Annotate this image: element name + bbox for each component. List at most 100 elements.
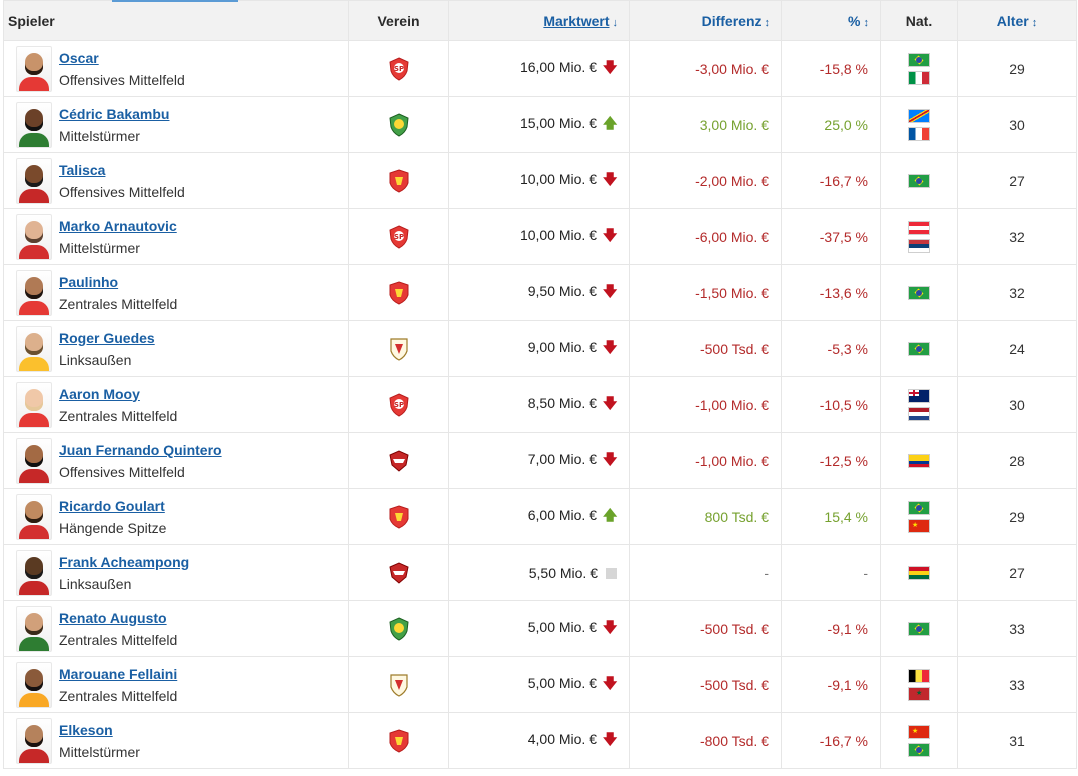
shandong-taishan-crest-icon[interactable] [388, 673, 410, 697]
flag-australia-icon [908, 388, 930, 403]
trend-down-icon: 🡇 [603, 618, 618, 635]
nationality-cell: ★ [880, 712, 958, 769]
age-value: 29 [1009, 508, 1025, 525]
guangzhou-fc-crest-icon[interactable] [388, 728, 410, 753]
nationality-cell [880, 320, 958, 377]
guangzhou-fc-crest-icon[interactable] [388, 168, 410, 193]
player-position: Linksaußen [59, 351, 132, 368]
player-name-link[interactable]: Juan Fernando Quintero [59, 441, 222, 458]
player-photo[interactable] [16, 605, 52, 652]
club-cell [348, 96, 449, 153]
age-cell: 32 [957, 208, 1077, 265]
player-photo[interactable] [16, 717, 52, 764]
age-value: 32 [1009, 228, 1025, 245]
sort-market-value-link[interactable]: Marktwert [543, 12, 610, 29]
market-value: 7,00 Mio. € [527, 450, 597, 467]
flag-brazil-icon [908, 173, 930, 188]
flag-brazil-icon [908, 621, 930, 636]
trend-up-icon: 🡅 [603, 506, 618, 523]
percent-value: - [863, 564, 868, 581]
player-name-link[interactable]: Marouane Fellaini [59, 665, 178, 682]
nationality-cell [880, 264, 958, 321]
player-photo[interactable] [16, 45, 52, 92]
nationality-cell [880, 600, 958, 657]
age-cell: 33 [957, 656, 1077, 713]
club-cell [348, 544, 449, 601]
flag-brazil-icon [908, 500, 930, 515]
beijing-guoan-crest-icon[interactable] [388, 112, 410, 137]
market-value-cell: 5,00 Mio. € 🡇 [448, 600, 630, 657]
market-value-cell: 15,00 Mio. € 🡅 [448, 96, 630, 153]
sort-percent-link[interactable]: % [848, 12, 861, 29]
svg-text:SP: SP [393, 65, 403, 73]
player-photo[interactable] [16, 157, 52, 204]
beijing-guoan-crest-icon[interactable] [388, 616, 410, 641]
shenzhen-fc-crest-icon[interactable] [388, 449, 410, 473]
table-header-row: Spieler Verein Marktwert ↓ Differenz ↕ % ↕ … [3, 0, 1077, 41]
guangzhou-fc-crest-icon[interactable] [388, 504, 410, 529]
shenzhen-fc-crest-icon[interactable] [388, 561, 410, 585]
market-value-cell: 6,00 Mio. € 🡅 [448, 488, 630, 545]
percent-cell: -10,5 % [781, 376, 881, 433]
player-photo[interactable] [16, 437, 52, 484]
player-name-link[interactable]: Paulinho [59, 273, 119, 290]
player-name-link[interactable]: Elkeson [59, 721, 113, 738]
player-name-link[interactable]: Roger Guedes [59, 329, 155, 346]
column-header-age[interactable]: Alter ↕ [957, 0, 1077, 41]
player-name-link[interactable]: Marko Arnautovic [59, 217, 177, 234]
age-value: 30 [1009, 116, 1025, 133]
shanghai-port-crest-icon[interactable]: SP [388, 392, 410, 417]
percent-value: -16,7 % [819, 172, 868, 189]
player-name-link[interactable]: Ricardo Goulart [59, 497, 165, 514]
player-name-link[interactable]: Aaron Mooy [59, 385, 140, 402]
age-value: 29 [1009, 60, 1025, 77]
market-value: 8,50 Mio. € [527, 394, 597, 411]
player-photo[interactable] [16, 661, 52, 708]
flag-brazil-icon [908, 285, 930, 300]
market-value-cell: 9,50 Mio. € 🡇 [448, 264, 630, 321]
player-position: Mittelstürmer [59, 743, 140, 760]
shandong-taishan-crest-icon[interactable] [388, 337, 410, 361]
player-photo[interactable] [16, 549, 52, 596]
table-row: Marko Arnautovic Mittelstürmer SP 10,00 … [3, 208, 1077, 265]
sort-toggle-icon: ↕ [863, 16, 870, 29]
flag-brazil-icon [908, 742, 930, 757]
guangzhou-fc-crest-icon[interactable] [388, 280, 410, 305]
difference-cell: -500 Tsd. € [629, 320, 782, 377]
player-position: Linksaußen [59, 575, 132, 592]
player-name-link[interactable]: Frank Acheampong [59, 553, 190, 570]
player-name-link[interactable]: Talisca [59, 161, 106, 178]
difference-value: -500 Tsd. € [699, 620, 769, 637]
nationality-cell [880, 208, 958, 265]
percent-value: -16,7 % [819, 732, 868, 749]
player-photo[interactable] [16, 381, 52, 428]
player-photo[interactable] [16, 325, 52, 372]
difference-value: -1,50 Mio. € [695, 284, 769, 301]
column-header-percent[interactable]: % ↕ [781, 0, 881, 41]
column-header-market-value[interactable]: Marktwert ↓ [448, 0, 630, 41]
age-cell: 28 [957, 432, 1077, 489]
difference-cell: -500 Tsd. € [629, 656, 782, 713]
age-cell: 30 [957, 376, 1077, 433]
player-photo[interactable] [16, 213, 52, 260]
player-name-link[interactable]: Oscar [59, 49, 99, 66]
age-value: 31 [1009, 732, 1025, 749]
sort-age-link[interactable]: Alter [996, 12, 1029, 29]
shanghai-port-crest-icon[interactable]: SP [388, 56, 410, 81]
player-name-link[interactable]: Renato Augusto [59, 609, 167, 626]
market-value-cell: 8,50 Mio. € 🡇 [448, 376, 630, 433]
player-cell: Marouane Fellaini Zentrales Mittelfeld [3, 656, 349, 713]
player-photo[interactable] [16, 101, 52, 148]
market-value: 4,00 Mio. € [527, 730, 597, 747]
club-cell: SP [348, 208, 449, 265]
club-cell [348, 152, 449, 209]
table-row: Cédric Bakambu Mittelstürmer 15,00 Mio. … [3, 96, 1077, 153]
flag-dr-congo-icon [908, 108, 930, 123]
player-photo[interactable] [16, 493, 52, 540]
sort-difference-link[interactable]: Differenz [701, 12, 762, 29]
column-header-difference[interactable]: Differenz ↕ [629, 0, 782, 41]
difference-value: - [764, 564, 769, 581]
player-photo[interactable] [16, 269, 52, 316]
player-name-link[interactable]: Cédric Bakambu [59, 105, 170, 122]
shanghai-port-crest-icon[interactable]: SP [388, 224, 410, 249]
